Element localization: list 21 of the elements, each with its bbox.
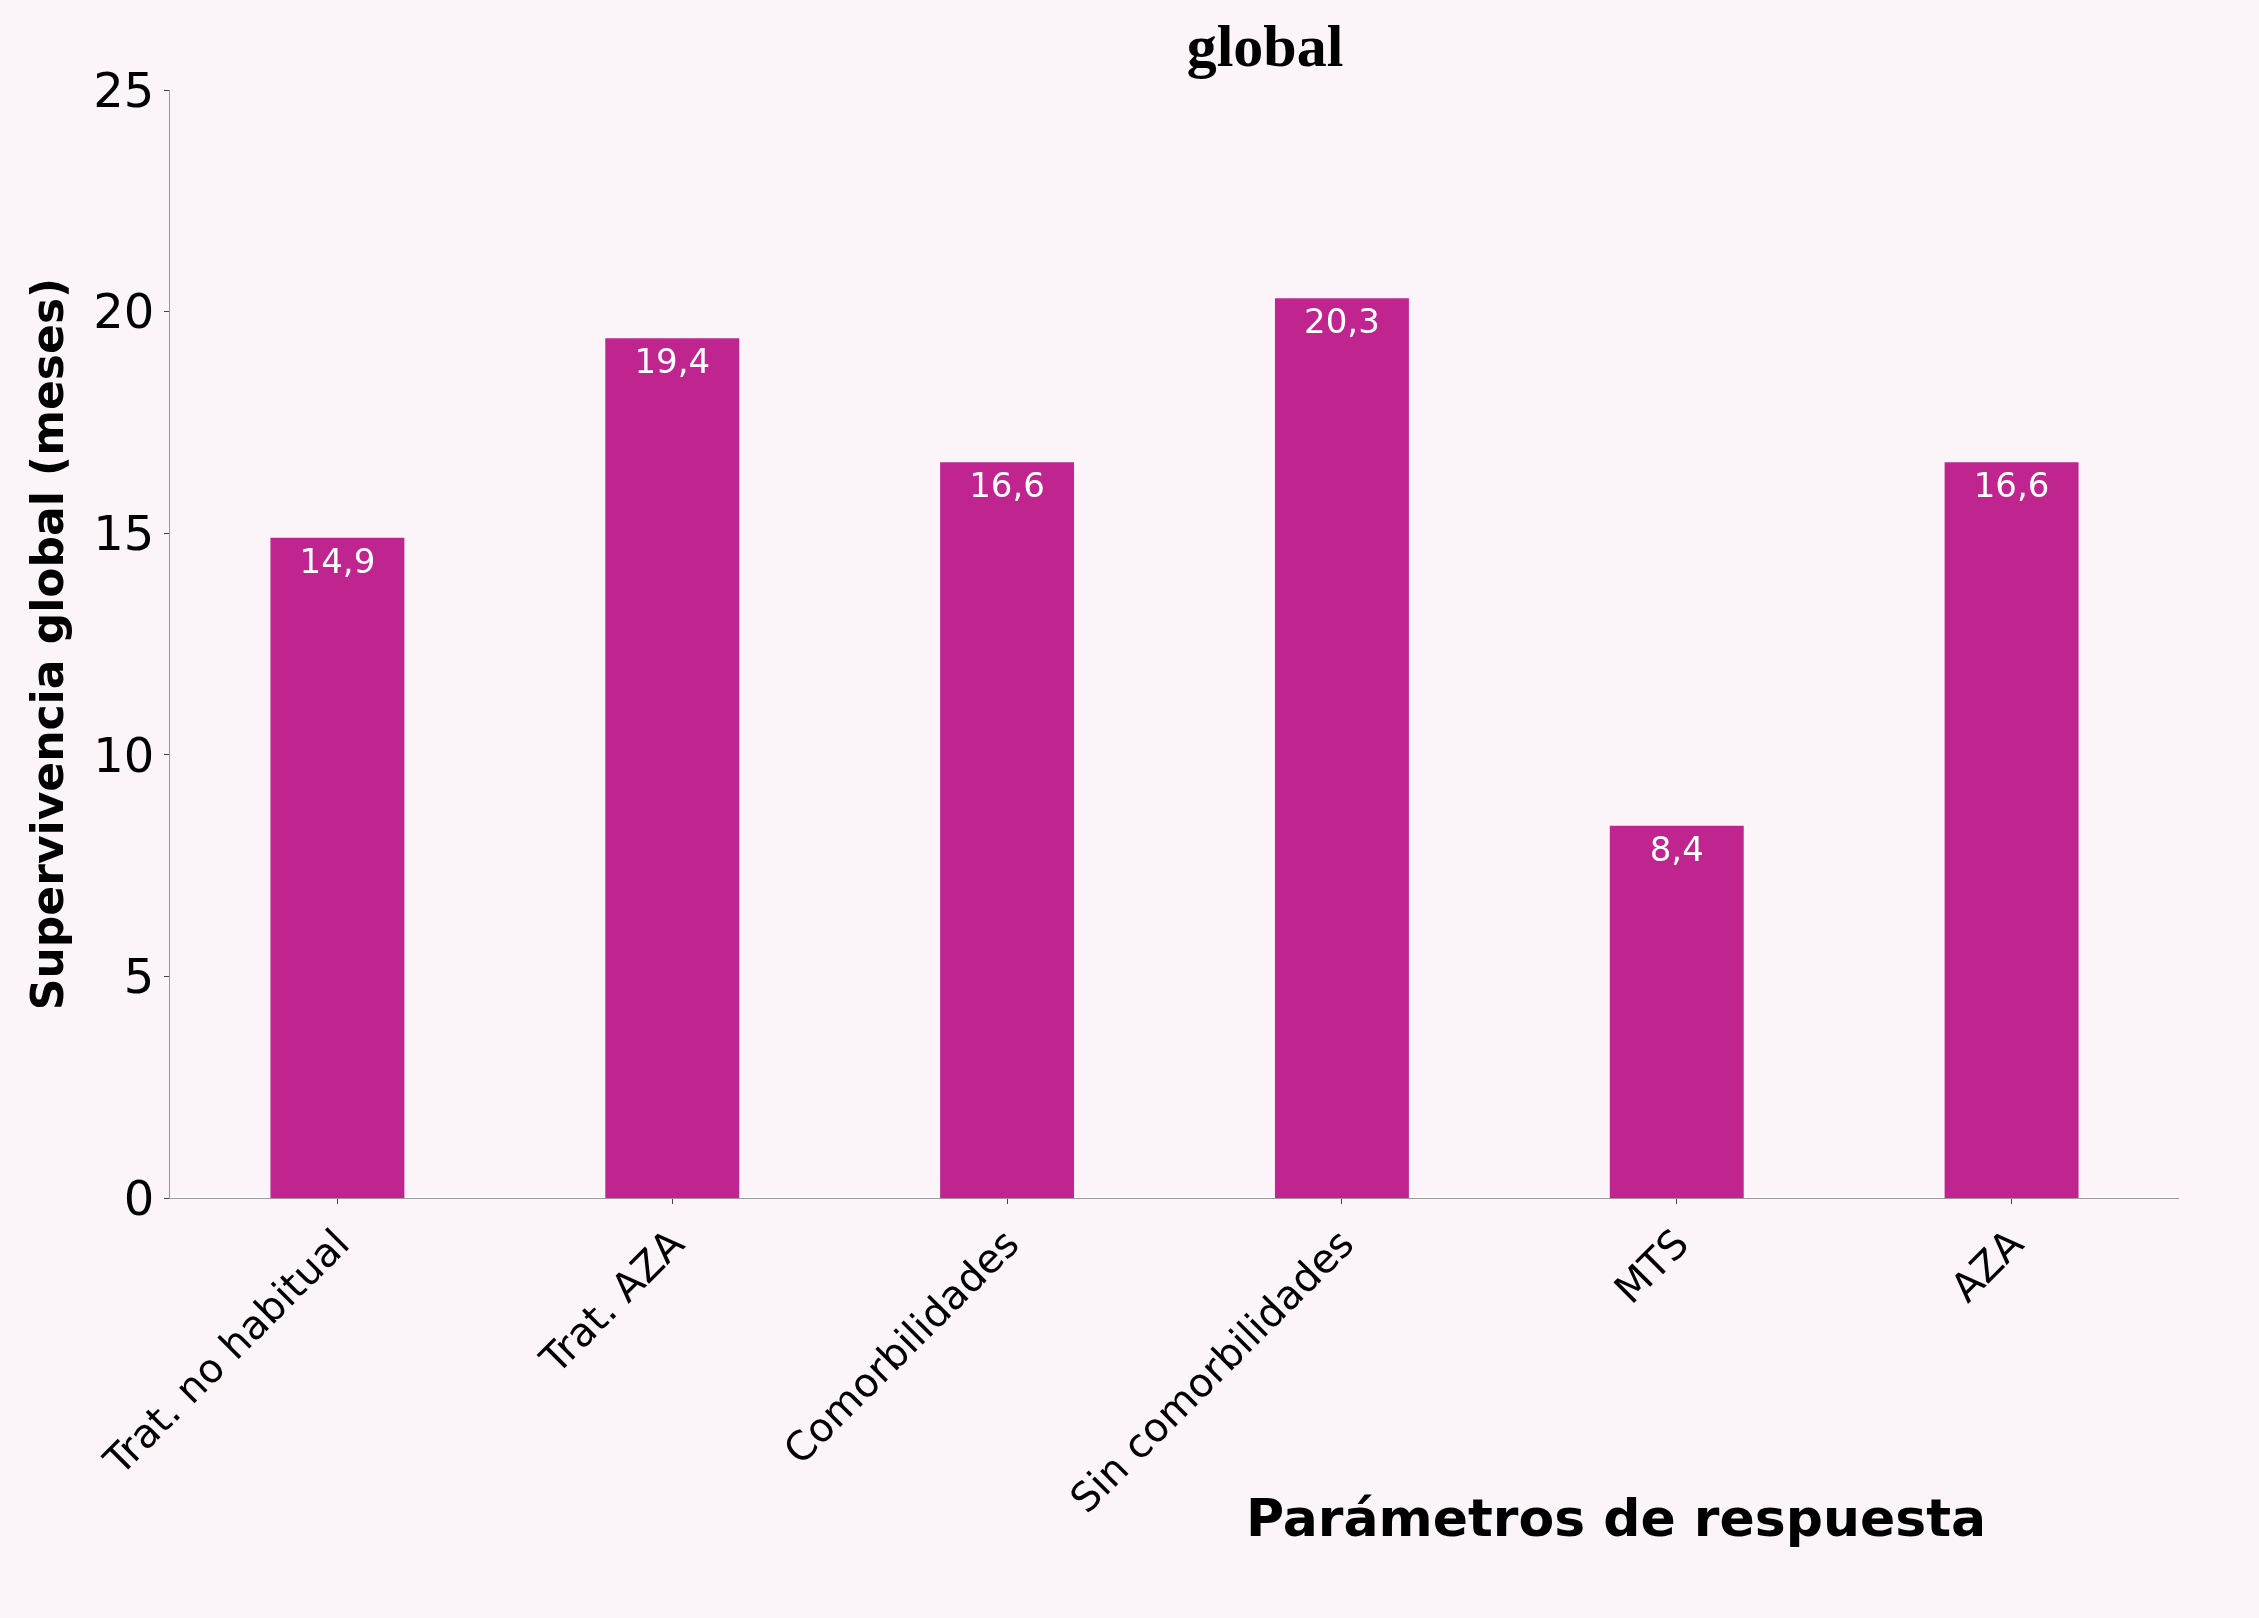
- y-tick-label: 15: [93, 505, 155, 561]
- y-tick-label: 0: [123, 1169, 155, 1226]
- data-label: 8,4: [1649, 828, 1704, 869]
- data-label: 16,6: [969, 465, 1045, 506]
- y-tick-label: 5: [123, 948, 155, 1005]
- bar: [940, 462, 1075, 1198]
- data-label: 20,3: [1304, 301, 1380, 342]
- y-tick-label: 20: [93, 283, 155, 340]
- data-label: 19,4: [634, 341, 711, 382]
- x-axis-title: Parámetros de respuesta: [1246, 1488, 1987, 1548]
- bar: [1274, 298, 1409, 1198]
- bar: [270, 537, 405, 1198]
- bar: [1944, 462, 2079, 1198]
- y-axis-title: Supervivencia global (meses): [22, 277, 74, 1011]
- y-tick-label: 10: [93, 726, 155, 783]
- data-label: 16,6: [1973, 465, 2050, 506]
- bar: [605, 338, 740, 1198]
- bar: [1609, 825, 1744, 1198]
- y-tick-label: 25: [93, 61, 155, 118]
- chart-title: global: [1186, 13, 1344, 80]
- data-label: 14,9: [299, 540, 376, 581]
